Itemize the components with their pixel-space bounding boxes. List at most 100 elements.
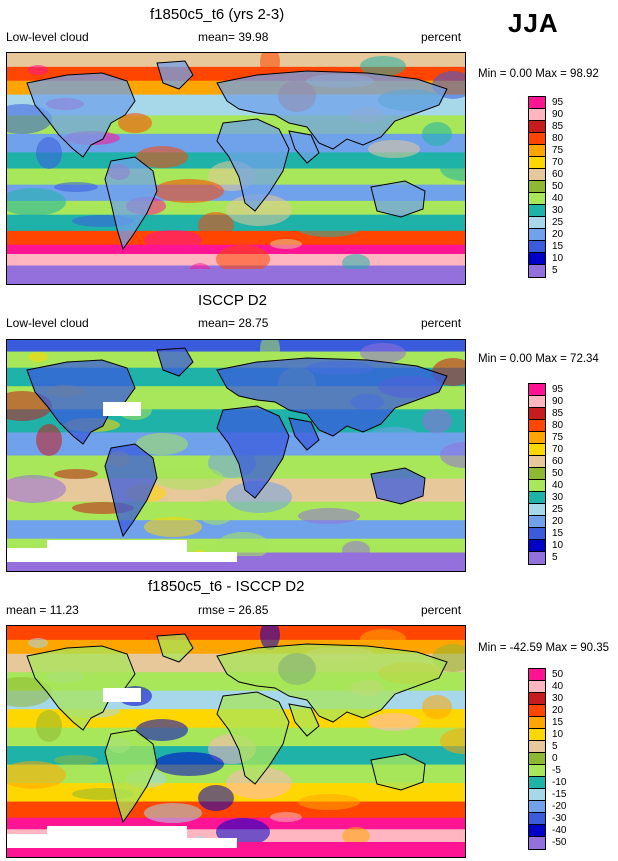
- continent-outline: [370, 753, 426, 791]
- colorbar-tick-label: 40: [552, 681, 564, 692]
- field-patch: [226, 194, 292, 226]
- field-patch: [422, 409, 452, 433]
- colorbar-tick-label: 10: [552, 729, 564, 740]
- field-patch: [260, 626, 280, 650]
- continent-outline: [156, 633, 194, 663]
- field-patch: [298, 221, 360, 237]
- colorbar-tick-label: 5: [552, 552, 558, 563]
- season-label: JJA: [508, 8, 559, 38]
- field-patch: [342, 827, 370, 845]
- colorbar-tick-label: 95: [552, 384, 564, 395]
- continent-outline: [26, 645, 136, 731]
- field-patch: [7, 761, 66, 789]
- field-patch: [368, 427, 420, 445]
- colorbar-swatch: [529, 396, 545, 408]
- colorbar-tick-label: 80: [552, 133, 564, 144]
- colorbar-swatch: [529, 717, 545, 729]
- colorbar-tick-label: 5: [552, 265, 558, 276]
- field-patch: [54, 182, 98, 192]
- colorbar-tick-label: 40: [552, 193, 564, 204]
- colorbar-tick-label: 70: [552, 157, 564, 168]
- continent-outline: [216, 405, 290, 499]
- field-patch: [360, 343, 406, 363]
- panel-minmax-model: Min = 0.00 Max = 98.92: [478, 68, 599, 80]
- continent-outline: [216, 70, 448, 150]
- panel-left-label-model: Low-level cloud: [6, 30, 89, 44]
- colorbar-tick-label: 20: [552, 229, 564, 240]
- colorbar-swatch: [529, 456, 545, 468]
- colorbar-swatch: [529, 133, 545, 145]
- field-patch: [154, 179, 224, 203]
- colorbar-tick-label: 50: [552, 181, 564, 192]
- map-panel-obs: [6, 339, 466, 572]
- colorbar-tick-label: 90: [552, 109, 564, 120]
- colorbar-swatch: [529, 181, 545, 193]
- colorbar-swatch: [529, 265, 545, 277]
- colorbar-swatch: [529, 765, 545, 777]
- colorbar-swatch: [529, 420, 545, 432]
- colorbar-tick-label: -15: [552, 789, 567, 800]
- missing-data-patch: [7, 540, 237, 562]
- colorbar-swatch: [529, 241, 545, 253]
- colorbar-tick-label: 60: [552, 169, 564, 180]
- colorbar-tick-label: 85: [552, 121, 564, 132]
- colorbar-diff: [528, 668, 546, 850]
- continent-outline: [104, 729, 158, 824]
- panel-mean-diff: mean = 11.23: [6, 603, 79, 617]
- field-patch: [36, 710, 62, 742]
- colorbar-swatch: [529, 229, 545, 241]
- panel-minmax-diff: Min = -42.59 Max = 90.35: [478, 642, 610, 654]
- field-band: [7, 626, 465, 641]
- continent-outline: [156, 347, 194, 377]
- colorbar-swatch: [529, 540, 545, 552]
- continent-outline: [156, 60, 194, 90]
- field-patch: [36, 137, 62, 169]
- colorbar-swatch: [529, 253, 545, 265]
- colorbar-swatch: [529, 145, 545, 157]
- field-patch: [198, 212, 234, 238]
- continent-outline: [216, 118, 290, 212]
- missing-data-patch: [103, 688, 141, 702]
- colorbar-tick-label: 20: [552, 516, 564, 527]
- colorbar-tick-label: 30: [552, 492, 564, 503]
- field-patch: [7, 475, 66, 503]
- colorbar-tick-label: -5: [552, 765, 561, 776]
- field-patch: [28, 352, 48, 362]
- field-patch: [270, 526, 302, 536]
- field-band: [7, 53, 465, 68]
- colorbar-swatch: [529, 741, 545, 753]
- colorbar-tick-label: 85: [552, 408, 564, 419]
- colorbar-swatch: [529, 384, 545, 396]
- colorbar-swatch: [529, 777, 545, 789]
- colorbar-swatch: [529, 693, 545, 705]
- colorbar-swatch: [529, 480, 545, 492]
- field-patch: [144, 517, 202, 537]
- field-patch: [422, 695, 452, 719]
- colorbar-tick-label: 0: [552, 753, 558, 764]
- colorbar-swatch: [529, 729, 545, 741]
- field-patch: [144, 230, 202, 250]
- continent-outline: [216, 643, 448, 723]
- colorbar-tick-label: 40: [552, 480, 564, 491]
- panel-title-diff: f1850c5_t6 - ISCCP D2: [148, 578, 305, 595]
- colorbar-tick-label: -20: [552, 801, 567, 812]
- colorbar-swatch: [529, 193, 545, 205]
- colorbar-swatch: [529, 468, 545, 480]
- panel-rmse-diff: rmse = 26.85: [198, 603, 269, 617]
- colorbar-tick-label: 10: [552, 253, 564, 264]
- colorbar-swatch: [529, 552, 545, 564]
- continent-outline: [26, 72, 136, 158]
- field-patch: [360, 56, 406, 76]
- field-patch: [28, 65, 48, 75]
- field-patch: [368, 140, 420, 158]
- colorbar-tick-label: 25: [552, 504, 564, 515]
- colorbar-swatch: [529, 753, 545, 765]
- field-patch: [440, 155, 465, 181]
- colorbar-tick-label: 10: [552, 540, 564, 551]
- field-patch: [260, 340, 280, 364]
- colorbar-tick-label: 90: [552, 396, 564, 407]
- continent-outline: [288, 130, 320, 164]
- colorbar-tick-label: 25: [552, 217, 564, 228]
- colorbar-swatch: [529, 169, 545, 181]
- colorbar-tick-label: 15: [552, 241, 564, 252]
